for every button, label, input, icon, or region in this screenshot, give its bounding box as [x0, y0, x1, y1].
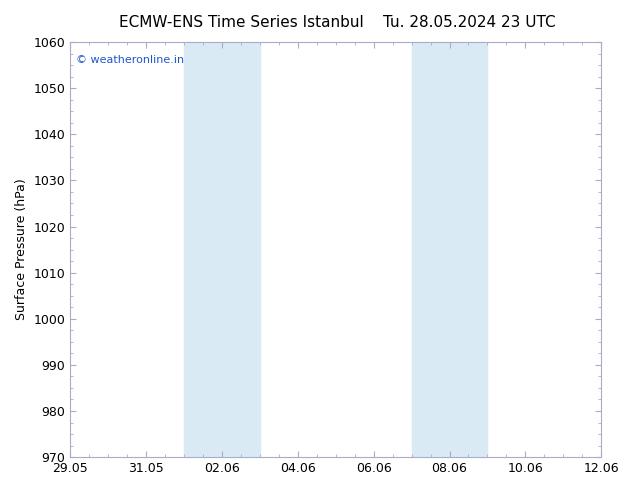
Text: © weatheronline.in: © weatheronline.in — [75, 54, 184, 65]
Bar — [411, 42, 488, 457]
Text: Tu. 28.05.2024 23 UTC: Tu. 28.05.2024 23 UTC — [383, 15, 555, 30]
Y-axis label: Surface Pressure (hPa): Surface Pressure (hPa) — [15, 179, 28, 320]
Bar — [184, 42, 260, 457]
Text: ECMW-ENS Time Series Istanbul: ECMW-ENS Time Series Istanbul — [119, 15, 363, 30]
